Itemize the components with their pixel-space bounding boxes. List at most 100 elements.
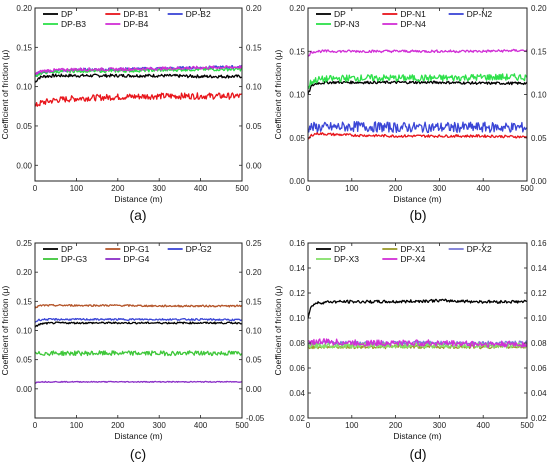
x-tick-label: 0 bbox=[306, 184, 311, 193]
legend-label-dp-n1: DP-N1 bbox=[400, 9, 426, 19]
series-line-dp-b1 bbox=[34, 92, 243, 107]
x-tick-label: 100 bbox=[70, 421, 84, 430]
x-axis-label: Distance (m) bbox=[393, 194, 441, 204]
y-tick-label-right: 0.10 bbox=[246, 327, 262, 336]
y-tick-label-right: 0.15 bbox=[246, 297, 262, 306]
y-tick-label-right: 0.04 bbox=[531, 389, 547, 398]
y-tick-label-right: 0.05 bbox=[531, 134, 547, 143]
x-tick-label: 400 bbox=[194, 184, 208, 193]
x-axis-label: Distance (m) bbox=[114, 194, 162, 204]
series-line-dp bbox=[34, 321, 243, 328]
y-tick-label-right: 0.25 bbox=[246, 239, 262, 248]
series-line-dp bbox=[34, 73, 243, 84]
legend-label-dp-b3: DP-B3 bbox=[61, 19, 86, 29]
legend-label-dp-x2: DP-X2 bbox=[467, 244, 492, 254]
x-tick-label: 0 bbox=[306, 421, 311, 430]
x-tick-label: 400 bbox=[477, 421, 491, 430]
y-tick-label-right: 0.16 bbox=[531, 239, 547, 248]
x-axis-label: Distance (m) bbox=[114, 431, 162, 441]
x-tick-label: 200 bbox=[111, 421, 125, 430]
y-axis-label: Coefficient of friction (μ) bbox=[0, 285, 10, 375]
x-tick-label: 300 bbox=[433, 184, 447, 193]
y-tick-label-left: 0.16 bbox=[289, 239, 305, 248]
y-tick-label-left: 0.25 bbox=[16, 239, 32, 248]
x-tick-label: 500 bbox=[520, 184, 534, 193]
y-tick-label-left: 0.00 bbox=[16, 161, 32, 170]
x-tick-label: 300 bbox=[153, 184, 167, 193]
legend-label-dp-b2: DP-B2 bbox=[186, 9, 211, 19]
y-tick-label-right: 0.20 bbox=[246, 268, 262, 277]
y-tick-label-right: 0.10 bbox=[246, 83, 262, 92]
series-line-dp-n1 bbox=[307, 131, 528, 140]
y-tick-label-left: 0.20 bbox=[289, 4, 305, 13]
y-axis-label: Coefficient of friction (μ) bbox=[0, 49, 10, 139]
y-axis-label: Coefficient of friction (μ) bbox=[273, 49, 283, 139]
y-tick-label-left: 0.05 bbox=[16, 356, 32, 365]
y-tick-label-left: 0.05 bbox=[289, 134, 305, 143]
x-tick-label: 500 bbox=[520, 421, 534, 430]
x-tick-label: 0 bbox=[33, 421, 38, 430]
x-tick-label: 400 bbox=[477, 184, 491, 193]
y-tick-label-right: 0.10 bbox=[531, 91, 547, 100]
x-tick-label: 200 bbox=[111, 184, 125, 193]
y-tick-label-right: 0.20 bbox=[531, 4, 547, 13]
y-tick-label-left: 0.10 bbox=[16, 83, 32, 92]
y-tick-label-left: 0.06 bbox=[289, 364, 305, 373]
y-tick-label-right: 0.14 bbox=[531, 264, 547, 273]
y-tick-label-left: 0.00 bbox=[289, 177, 305, 186]
y-tick-label-left: 0.20 bbox=[16, 4, 32, 13]
x-tick-label: 400 bbox=[194, 421, 208, 430]
y-tick-label-left: 0.15 bbox=[16, 43, 32, 52]
series-line-dp-n2 bbox=[307, 120, 528, 134]
x-tick-label: 200 bbox=[389, 184, 403, 193]
legend-label-dp-b4: DP-B4 bbox=[123, 19, 148, 29]
x-tick-label: 100 bbox=[345, 421, 359, 430]
series-line-dp-g1 bbox=[34, 303, 243, 309]
series-line-dp bbox=[307, 80, 528, 95]
y-tick-label-left: 0.10 bbox=[16, 327, 32, 336]
y-tick-label-right: 0.08 bbox=[531, 339, 547, 348]
x-axis-label: Distance (m) bbox=[393, 431, 441, 441]
y-tick-label-right: 0.00 bbox=[531, 177, 547, 186]
series-line-dp-b4 bbox=[34, 65, 243, 75]
y-tick-label-left: 0.15 bbox=[289, 47, 305, 56]
legend-label-dp-g2: DP-G2 bbox=[186, 244, 212, 254]
series-line-dp-x4 bbox=[307, 338, 528, 348]
y-tick-label-right: 0.10 bbox=[531, 314, 547, 323]
x-tick-label: 100 bbox=[345, 184, 359, 193]
y-tick-label-right: 0.05 bbox=[246, 356, 262, 365]
chart-panel-2: 0 100 200 300 400 5000.000.050.100.150.200.00… bbox=[273, 4, 547, 223]
panel-caption: (a) bbox=[129, 207, 146, 223]
panel-caption: (b) bbox=[409, 207, 426, 223]
y-tick-label-left: 0.05 bbox=[16, 122, 32, 131]
legend-label-dp-n3: DP-N3 bbox=[334, 19, 360, 29]
y-tick-label-left: 0.10 bbox=[289, 91, 305, 100]
y-tick-label-left: 0.14 bbox=[289, 264, 305, 273]
y-tick-label-right: 0.05 bbox=[246, 122, 262, 131]
legend-label-dp-n4: DP-N4 bbox=[400, 19, 426, 29]
y-tick-label-right: 0.00 bbox=[246, 161, 262, 170]
y-tick-label-left: 0.04 bbox=[289, 389, 305, 398]
legend-label-dp: DP bbox=[334, 244, 346, 254]
chart-panel-3: 0 100 200 300 400 500 0.00 0.05 0.10 0.15 0.20 0.25… bbox=[0, 239, 265, 462]
plot-frame bbox=[307, 7, 528, 182]
x-tick-label: 300 bbox=[433, 421, 447, 430]
y-tick-label-right: 0.00 bbox=[246, 385, 262, 394]
y-tick-label-right: 0.15 bbox=[531, 47, 547, 56]
series-line-dp-n3 bbox=[307, 73, 528, 89]
legend: DP DP-G1 DP-G2 DP-G3 DP-G4 bbox=[43, 244, 212, 264]
series-line-dp bbox=[307, 298, 527, 319]
y-tick-label-left: 0.08 bbox=[289, 339, 305, 348]
legend-label-dp: DP bbox=[334, 9, 346, 19]
legend-label-dp-b1: DP-B1 bbox=[123, 9, 148, 19]
legend: DP DP-X1 DP-X2 DP-X3 DP-X4 bbox=[316, 244, 492, 264]
y-tick-label-right: 0.06 bbox=[531, 364, 547, 373]
x-tick-label: 300 bbox=[153, 421, 167, 430]
x-tick-label: 0 bbox=[33, 184, 38, 193]
legend-label-dp-g3: DP-G3 bbox=[61, 254, 87, 264]
y-tick-label-right: 0.20 bbox=[246, 4, 262, 13]
y-tick-label-left: 0.00 bbox=[16, 385, 32, 394]
legend: DP DP-N1 DP-N2 DP-N3 DP-N4 bbox=[316, 9, 492, 29]
y-axis-label: Coefficient of friction (μ) bbox=[273, 285, 283, 375]
